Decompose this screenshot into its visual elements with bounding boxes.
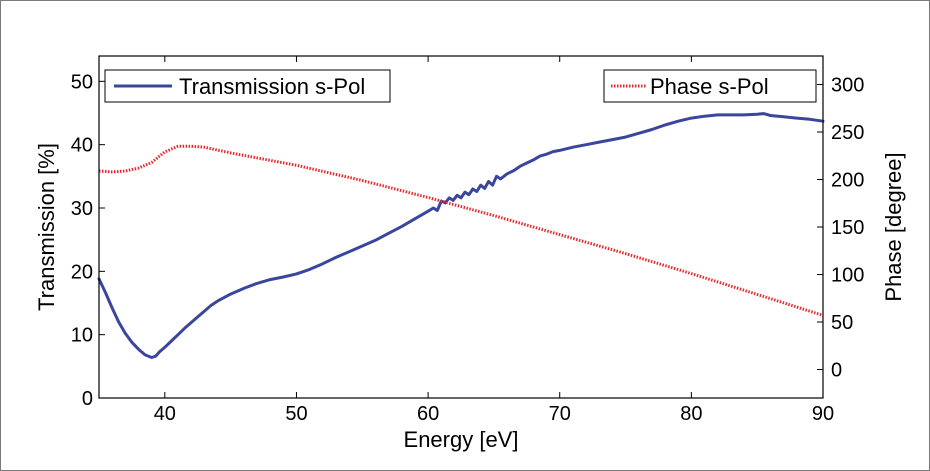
y-right-tick-label: 100: [831, 265, 864, 287]
y-right-tick-label: 250: [831, 122, 864, 144]
plot-border: [98, 55, 824, 399]
x-tick-label: 70: [549, 403, 571, 425]
series-line-transmission: [97, 112, 825, 359]
plot-area: [99, 56, 823, 398]
x-tick-label: 50: [285, 403, 307, 425]
y-left-tick-label: 20: [71, 261, 93, 283]
y-axis-title-right: Phase [degree]: [881, 152, 906, 301]
y-left-tick-label: 50: [71, 71, 93, 93]
x-tick-label: 60: [417, 403, 439, 425]
legend-right: Phase s-Pol: [603, 69, 817, 103]
y-right-tick-label: 0: [831, 360, 842, 382]
legend-left: Transmission s-Pol: [104, 69, 391, 103]
y-right-tick-label: 150: [831, 217, 864, 239]
series-line-phase: [98, 144, 824, 317]
legend-left-label: Transmission s-Pol: [179, 74, 365, 99]
x-tick-label: 40: [154, 403, 176, 425]
y-right-tick-label: 300: [831, 75, 864, 97]
y-left-tick-label: 40: [71, 135, 93, 157]
y-right-tick-label: 50: [831, 312, 853, 334]
y-left-tick-label: 30: [71, 198, 93, 220]
y-axis-title-left: Transmission [%]: [34, 143, 59, 311]
x-tick-label: 90: [812, 403, 834, 425]
x-tick-label: 80: [680, 403, 702, 425]
y-left-tick-label: 10: [71, 325, 93, 347]
x-axis-title: Energy [eV]: [404, 427, 519, 452]
y-right-tick-label: 200: [831, 170, 864, 192]
legend-right-label: Phase s-Pol: [650, 74, 769, 99]
y-left-tick-label: 0: [82, 388, 93, 410]
